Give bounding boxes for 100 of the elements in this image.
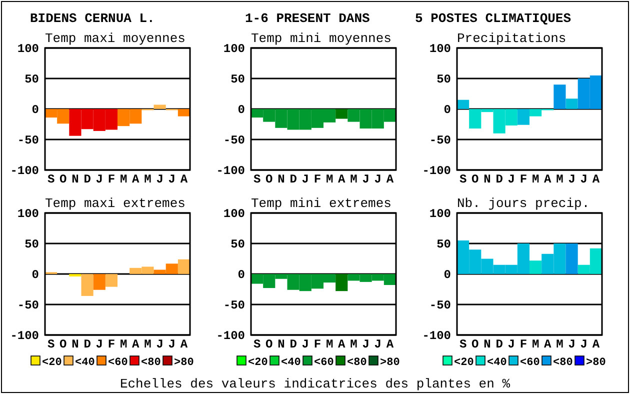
legend-label: <60: [314, 357, 334, 369]
y-tick-label: 100: [17, 206, 39, 221]
x-tick-label: S: [253, 172, 261, 187]
chart-title: Nb. jours precip.: [457, 196, 590, 211]
y-tick-label: 50: [436, 237, 451, 252]
y-tick-label: 0: [238, 102, 245, 117]
y-tick-label: 0: [32, 102, 39, 117]
x-tick-label: S: [459, 172, 467, 187]
legend-label: <80: [553, 357, 573, 369]
y-tick-label: 0: [444, 102, 451, 117]
x-tick-label: J: [168, 338, 176, 352]
x-tick-label: J: [580, 338, 588, 352]
y-tick-label: 50: [24, 72, 39, 86]
x-tick-label: O: [60, 172, 67, 187]
text: Echelles des valeurs indicatrices des plantes en %: [120, 376, 510, 392]
x-tick-label: A: [180, 172, 188, 187]
x-tick-label: M: [532, 172, 540, 187]
legend-label: <60: [520, 357, 540, 369]
bar: [554, 84, 566, 109]
x-tick-label: J: [374, 338, 382, 352]
x-tick-label: N: [72, 338, 79, 352]
y-tick-label: 100: [223, 206, 245, 221]
x-tick-label: J: [96, 338, 103, 352]
bar: [178, 259, 190, 274]
x-tick-label: J: [508, 338, 515, 352]
bar: [81, 274, 94, 296]
y-tick-label: -100: [422, 164, 451, 178]
bar: [93, 274, 106, 290]
text: 1-6 PRESENT DANS: [245, 11, 370, 26]
x-tick-label: S: [47, 338, 55, 352]
y-tick-label: -50: [17, 298, 39, 312]
legend-label: >80: [586, 357, 606, 369]
x-tick-label: A: [544, 338, 552, 352]
legend-label: >80: [174, 357, 194, 369]
x-tick-label: N: [72, 172, 79, 187]
y-tick-label: -50: [429, 298, 451, 312]
x-tick-label: F: [314, 172, 322, 187]
x-tick-label: F: [520, 338, 528, 352]
x-tick-label: M: [350, 338, 358, 352]
x-tick-label: J: [96, 172, 103, 187]
x-tick-label: M: [326, 172, 334, 187]
legend-label: <40: [281, 357, 301, 369]
x-tick-label: S: [253, 338, 261, 352]
x-tick-label: O: [472, 172, 479, 187]
x-tick-label: O: [472, 338, 479, 352]
x-tick-label: D: [496, 338, 503, 352]
legend-label: <20: [454, 357, 474, 369]
x-tick-label: A: [386, 338, 394, 352]
legend-label: <60: [108, 357, 128, 369]
x-tick-label: J: [156, 172, 164, 187]
bar: [517, 109, 530, 125]
bar: [530, 260, 542, 274]
x-tick-label: D: [290, 172, 297, 187]
y-tick-label: -100: [216, 328, 245, 343]
x-tick-label: A: [132, 338, 140, 352]
x-tick-label: F: [314, 338, 322, 352]
x-tick-label: O: [60, 338, 67, 352]
x-tick-label: F: [108, 172, 116, 187]
bar: [566, 244, 578, 274]
x-tick-label: J: [362, 172, 370, 187]
x-tick-label: D: [84, 172, 91, 187]
y-tick-label: -100: [10, 328, 39, 343]
x-tick-label: N: [278, 338, 285, 352]
x-tick-label: J: [168, 172, 176, 187]
x-tick-label: D: [496, 172, 503, 187]
x-tick-label: J: [580, 172, 588, 187]
y-tick-label: -50: [223, 298, 245, 312]
chart-title: Temp maxi extremes: [45, 196, 186, 211]
bar: [457, 100, 470, 109]
x-tick-label: J: [568, 338, 576, 352]
x-tick-label: M: [120, 172, 128, 187]
y-tick-label: -50: [17, 133, 39, 148]
x-tick-label: A: [180, 338, 188, 352]
legend-label: <40: [487, 357, 507, 369]
x-tick-label: M: [532, 338, 540, 352]
y-tick-label: -50: [429, 133, 451, 148]
x-tick-label: M: [556, 338, 564, 352]
x-tick-label: A: [592, 338, 600, 352]
x-tick-label: F: [108, 338, 116, 352]
x-tick-label: S: [47, 172, 55, 187]
x-tick-label: N: [484, 338, 491, 352]
x-tick-label: M: [326, 338, 334, 352]
x-tick-label: N: [278, 172, 285, 187]
y-tick-label: 50: [436, 72, 451, 86]
y-tick-label: 50: [230, 72, 245, 86]
x-tick-label: J: [156, 338, 164, 352]
text: BIDENS CERNUA L.: [30, 11, 155, 26]
x-tick-label: M: [556, 172, 564, 187]
x-tick-label: J: [374, 172, 382, 187]
legend-label: <80: [141, 357, 161, 369]
x-tick-label: A: [338, 172, 346, 187]
x-tick-label: M: [144, 338, 152, 352]
chart-title: Temp mini extremes: [251, 196, 392, 211]
text: 5 POSTES CLIMATIQUES: [415, 11, 572, 26]
y-tick-label: 100: [429, 206, 451, 221]
x-tick-label: A: [544, 172, 552, 187]
x-tick-label: D: [290, 338, 297, 352]
x-tick-label: F: [520, 172, 528, 187]
x-tick-label: S: [459, 338, 467, 352]
legend-label: >80: [380, 357, 400, 369]
